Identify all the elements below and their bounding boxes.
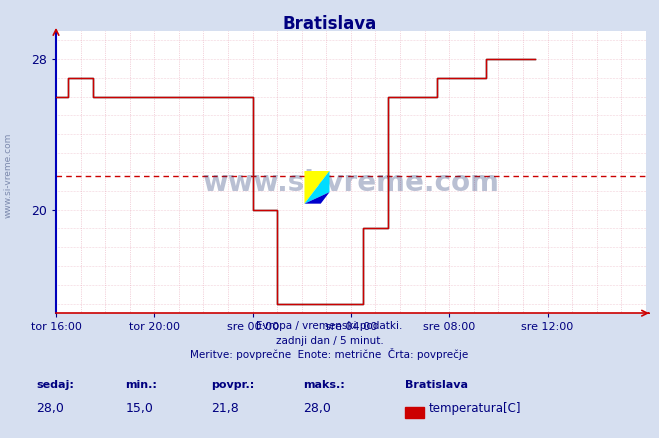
Text: www.si-vreme.com: www.si-vreme.com [4, 133, 13, 218]
Text: Evropa / vremenski podatki.: Evropa / vremenski podatki. [256, 321, 403, 332]
Text: temperatura[C]: temperatura[C] [428, 402, 521, 415]
Text: 28,0: 28,0 [303, 402, 331, 415]
Text: povpr.:: povpr.: [211, 380, 254, 390]
Text: 21,8: 21,8 [211, 402, 239, 415]
Text: www.si-vreme.com: www.si-vreme.com [202, 169, 500, 197]
Text: Meritve: povprečne  Enote: metrične  Črta: povprečje: Meritve: povprečne Enote: metrične Črta:… [190, 348, 469, 360]
Text: Bratislava: Bratislava [282, 15, 377, 33]
Polygon shape [304, 171, 330, 204]
Text: 28,0: 28,0 [36, 402, 64, 415]
Text: Bratislava: Bratislava [405, 380, 469, 390]
Text: min.:: min.: [125, 380, 157, 390]
Text: 15,0: 15,0 [125, 402, 153, 415]
Text: zadnji dan / 5 minut.: zadnji dan / 5 minut. [275, 336, 384, 346]
Polygon shape [304, 171, 330, 204]
Text: sedaj:: sedaj: [36, 380, 74, 390]
Polygon shape [304, 192, 330, 204]
Text: maks.:: maks.: [303, 380, 345, 390]
